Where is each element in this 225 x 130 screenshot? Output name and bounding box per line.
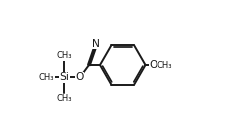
Text: O: O — [148, 60, 157, 70]
Text: CH₃: CH₃ — [38, 73, 54, 82]
Text: O: O — [75, 72, 84, 82]
Text: CH₃: CH₃ — [56, 94, 72, 103]
Text: CH₃: CH₃ — [56, 51, 72, 60]
Text: CH₃: CH₃ — [156, 60, 172, 70]
Text: Si: Si — [59, 72, 69, 82]
Text: N: N — [92, 39, 99, 48]
